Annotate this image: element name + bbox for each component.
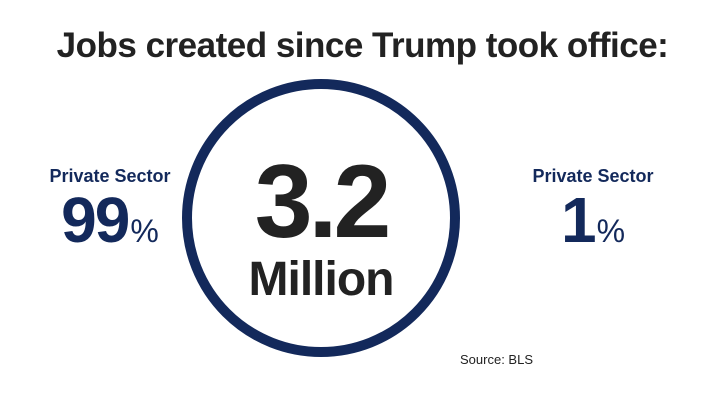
- circle-ring: [182, 79, 460, 357]
- right-stat-percent: %: [596, 213, 626, 249]
- left-stat-label: Private Sector: [49, 166, 171, 186]
- left-stat-number: 99: [61, 184, 130, 256]
- right-stat-value-wrapper: 1%: [513, 188, 673, 270]
- right-stat-label: Private Sector: [532, 166, 654, 186]
- right-stat-number: 1: [560, 184, 597, 256]
- source-note: Source: BLS: [460, 352, 533, 367]
- total-jobs-value: 3.2: [254, 144, 392, 260]
- infographic-title: Jobs created since Trump took office:: [56, 26, 669, 65]
- right-stat: Private Sector 1%: [513, 164, 673, 270]
- left-stat: Private Sector 99%: [30, 164, 190, 270]
- left-stat-value-wrapper: 99%: [30, 188, 190, 270]
- left-stat-percent: %: [130, 213, 159, 249]
- total-jobs-unit: Million: [248, 253, 395, 306]
